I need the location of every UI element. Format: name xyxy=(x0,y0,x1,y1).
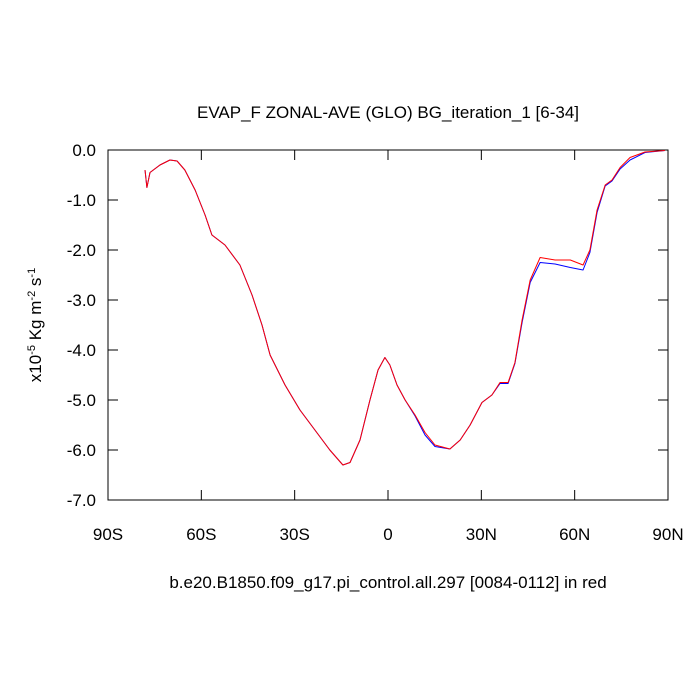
x-tick-label: 30S xyxy=(280,525,310,544)
x-tick-label: 0 xyxy=(383,525,392,544)
y-axis-label: x10-5 Kg m-2 s-1 xyxy=(26,268,45,382)
y-tick-label: -5.0 xyxy=(67,391,96,410)
series-line xyxy=(144,150,665,466)
y-tick-label: -1.0 xyxy=(67,191,96,210)
x-tick-label: 60N xyxy=(559,525,590,544)
y-axis-label-part: x10 xyxy=(26,355,45,382)
y-axis-label-part: -5 xyxy=(26,345,38,355)
y-axis-label-part: s xyxy=(26,278,45,291)
x-tick-label: 60S xyxy=(186,525,216,544)
y-tick-label: -3.0 xyxy=(67,291,96,310)
plot-frame xyxy=(107,149,669,501)
y-tick-label: -4.0 xyxy=(67,341,96,360)
y-axis-label-part: -1 xyxy=(26,268,38,278)
x-tick-label: 30N xyxy=(466,525,497,544)
y-tick-label: -2.0 xyxy=(67,241,96,260)
y-tick-label: -6.0 xyxy=(67,441,96,460)
y-axis-label-part: Kg m xyxy=(26,301,45,345)
y-tick-label: 0.0 xyxy=(72,141,96,160)
x-tick-label: 90S xyxy=(93,525,123,544)
chart-title: EVAP_F ZONAL-AVE (GLO) BG_iteration_1 [6… xyxy=(197,103,579,122)
subtitle: b.e20.B1850.f09_g17.pi_control.all.297 [… xyxy=(169,573,606,592)
y-tick-label: -7.0 xyxy=(67,491,96,510)
series-line xyxy=(144,150,665,466)
y-axis-label-part: -2 xyxy=(26,291,38,301)
x-tick-label: 90N xyxy=(652,525,683,544)
